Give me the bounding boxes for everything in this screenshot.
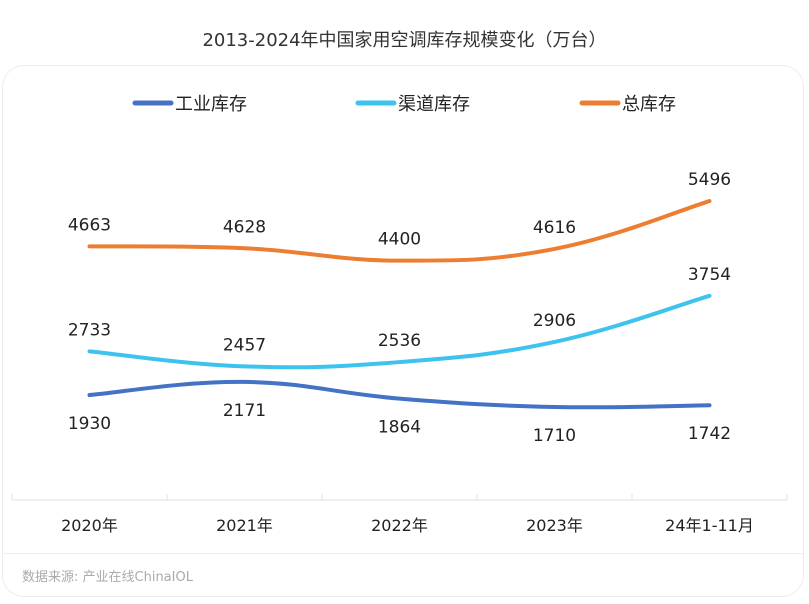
data-label: 4400 (378, 230, 421, 250)
x-tick-label: 2022年 (371, 516, 428, 535)
data-label: 4616 (533, 218, 576, 238)
data-label: 3754 (688, 265, 731, 285)
x-tick-label: 2021年 (216, 516, 273, 535)
data-label: 5496 (688, 170, 731, 190)
chart-card (2, 65, 804, 597)
legend-label: 总库存 (622, 94, 676, 115)
divider (2, 553, 804, 554)
data-label: 1930 (68, 414, 111, 434)
series-line (87, 199, 712, 263)
series-line (87, 293, 712, 370)
x-tick-label: 2023年 (526, 516, 583, 535)
series-line (87, 379, 712, 410)
data-label: 4663 (68, 215, 111, 235)
x-tick-label: 24年1-11月 (665, 516, 754, 535)
x-tick-label: 2020年 (61, 516, 118, 535)
legend-label: 工业库存 (175, 94, 247, 115)
chart-title: 2013-2024年中国家用空调库存规模变化（万台） (202, 30, 607, 51)
data-label: 2906 (533, 311, 576, 331)
data-label: 2171 (223, 401, 266, 421)
data-label: 2733 (68, 320, 111, 340)
data-label: 4628 (223, 217, 266, 237)
data-label: 2536 (378, 331, 421, 351)
source-note: 数据来源: 产业在线ChinaIOL (22, 570, 193, 585)
data-label: 2457 (223, 335, 266, 355)
data-label: 1710 (533, 426, 576, 446)
data-label: 1742 (688, 424, 731, 444)
legend-label: 渠道库存 (398, 94, 470, 115)
data-label: 1864 (378, 418, 421, 438)
